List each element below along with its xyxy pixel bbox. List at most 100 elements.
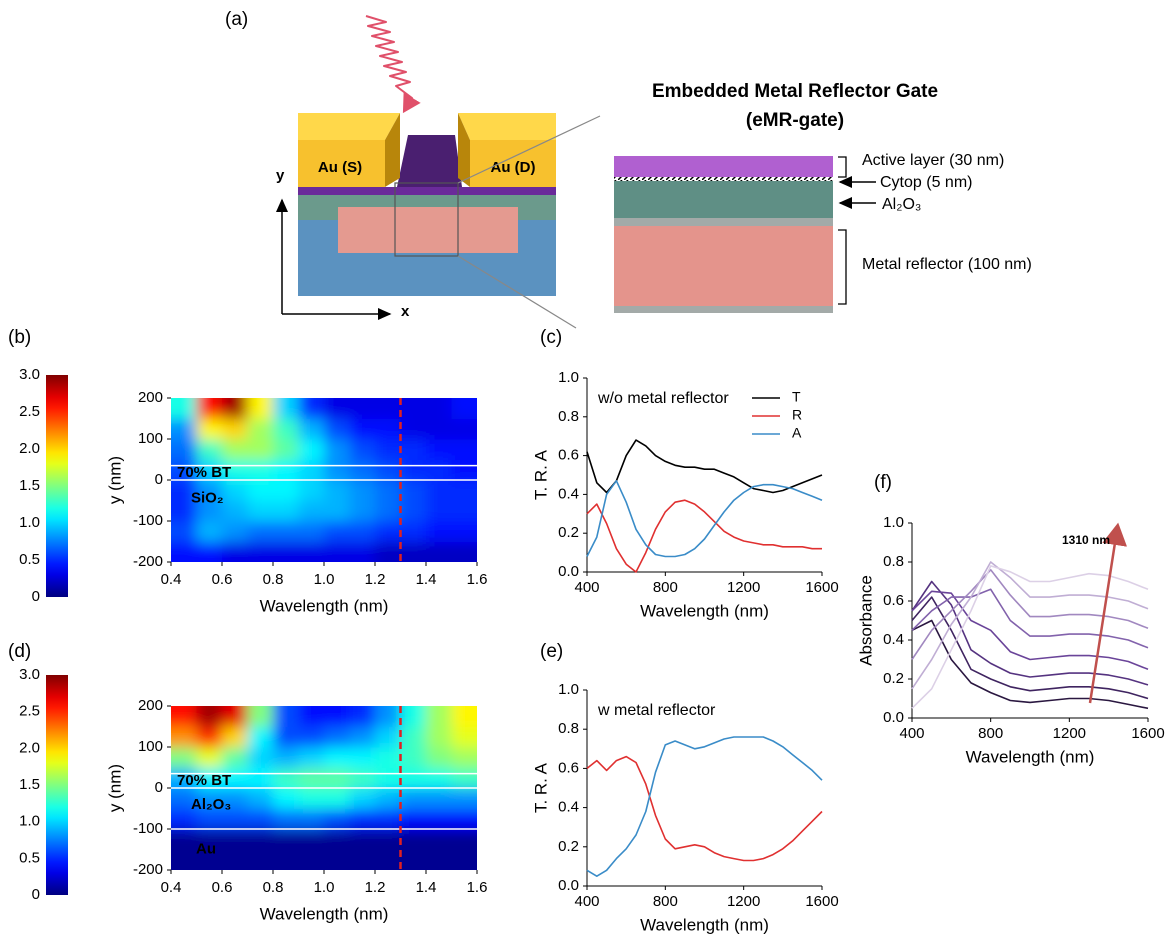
heat-cell bbox=[324, 459, 350, 481]
heat-cell bbox=[324, 541, 350, 562]
annotation: w/o metal reflector bbox=[597, 390, 729, 407]
series-line bbox=[911, 596, 1149, 700]
colorbar-tick-label: 1.5 bbox=[19, 477, 40, 494]
reflector bbox=[338, 207, 518, 253]
axis-line bbox=[586, 690, 822, 887]
heat-cell bbox=[171, 459, 197, 481]
heat-cell bbox=[349, 808, 376, 830]
heat-cell bbox=[196, 439, 223, 460]
source-top bbox=[298, 113, 400, 140]
x-tick-label: 1200 bbox=[727, 893, 760, 910]
x-tick-label: 800 bbox=[653, 579, 678, 596]
heatmap bbox=[171, 706, 477, 870]
heat-cell bbox=[196, 726, 223, 748]
heat-cell bbox=[273, 788, 299, 809]
heat-cell bbox=[196, 849, 223, 870]
annotation: SiO₂ bbox=[191, 489, 224, 506]
x-tick-label: 1600 bbox=[805, 579, 838, 596]
heat-cell bbox=[451, 439, 477, 460]
heat-cell bbox=[375, 706, 401, 727]
heat-cell bbox=[451, 398, 477, 419]
heat-cell bbox=[222, 726, 248, 748]
trend-arrow bbox=[1088, 522, 1128, 704]
y-axis-label: y (nm) bbox=[105, 456, 124, 504]
stack-reflector bbox=[614, 226, 833, 306]
x-axis-label: Wavelength (nm) bbox=[640, 915, 769, 934]
y-tick-label: 200 bbox=[138, 697, 163, 714]
panel-label: (d) bbox=[8, 641, 31, 662]
heat-cell bbox=[171, 808, 197, 830]
colorbar-tick-label: 2.5 bbox=[19, 403, 40, 420]
axis-line bbox=[911, 523, 1148, 719]
x-tick-label: 800 bbox=[978, 725, 1003, 742]
heat-cell bbox=[196, 500, 223, 522]
colorbar-tick-label: 0 bbox=[32, 886, 40, 903]
heat-cell bbox=[349, 480, 376, 501]
heat-cell bbox=[273, 808, 299, 830]
x-axis-label: Wavelength (nm) bbox=[640, 601, 769, 620]
series-line bbox=[586, 736, 823, 877]
heat-cell bbox=[400, 829, 427, 850]
x-tick-label: 1.4 bbox=[416, 571, 437, 588]
heat-cell bbox=[375, 439, 401, 460]
source-label: Au (S) bbox=[318, 159, 362, 176]
heat-cell bbox=[400, 541, 427, 562]
x-axis-label: Wavelength (nm) bbox=[966, 747, 1095, 766]
x-tick-label: 400 bbox=[899, 725, 924, 742]
legend-label: R bbox=[792, 407, 802, 423]
x-tick-label: 0.8 bbox=[263, 879, 284, 896]
series-line bbox=[586, 439, 823, 494]
heat-cell bbox=[451, 747, 477, 768]
heat-cell bbox=[222, 459, 248, 481]
series-line bbox=[911, 580, 1149, 686]
heat-cell bbox=[324, 439, 350, 460]
heat-cell bbox=[298, 398, 325, 419]
source-side bbox=[385, 113, 400, 187]
heat-cell bbox=[298, 459, 325, 481]
layer-label: Metal reflector (100 nm) bbox=[862, 256, 1032, 273]
x-tick-label: 400 bbox=[574, 893, 599, 910]
heat-cell bbox=[273, 829, 299, 850]
active-layer bbox=[298, 187, 556, 195]
heat-cell bbox=[247, 480, 274, 501]
stack-al2o3 bbox=[614, 181, 833, 218]
heat-cell bbox=[222, 808, 248, 830]
heat-cell bbox=[451, 500, 477, 522]
annotation: Au bbox=[196, 840, 216, 857]
heat-cell bbox=[196, 808, 223, 830]
heat-cell bbox=[222, 521, 248, 542]
heat-cell bbox=[451, 418, 477, 440]
heat-cell bbox=[426, 788, 452, 809]
arrow-label: 1310 nm bbox=[1062, 533, 1110, 547]
heat-cell bbox=[196, 398, 223, 419]
stack-base bbox=[614, 306, 833, 313]
heat-cell bbox=[324, 706, 350, 727]
heat-cell bbox=[273, 849, 299, 870]
heat-cell bbox=[426, 459, 452, 481]
heat-cell bbox=[324, 788, 350, 809]
heatmap-cells bbox=[171, 706, 477, 870]
heat-cell bbox=[349, 541, 376, 562]
series-line bbox=[911, 590, 1149, 671]
heat-cell bbox=[400, 767, 427, 789]
layer-label: Cytop (5 nm) bbox=[880, 174, 972, 191]
heat-cell bbox=[196, 418, 223, 440]
device-diagram: (a) Au (S) Au (D) y x Embedded Metal Ref… bbox=[225, 9, 1032, 329]
heat-cell bbox=[426, 849, 452, 870]
heat-cell bbox=[451, 849, 477, 870]
heat-cell bbox=[426, 747, 452, 768]
zoom-box bbox=[394, 182, 459, 257]
heat-cell bbox=[375, 541, 401, 562]
heat-cell bbox=[273, 439, 299, 460]
y-tick-label: 0 bbox=[155, 471, 163, 488]
heat-cell bbox=[222, 747, 248, 768]
heat-cell bbox=[426, 706, 452, 727]
panel-label: (c) bbox=[540, 327, 562, 348]
heat-cell bbox=[324, 398, 350, 419]
x-tick-label: 1.0 bbox=[314, 879, 335, 896]
heat-cell bbox=[247, 439, 274, 460]
y-tick-label: 100 bbox=[138, 430, 163, 447]
heat-cell bbox=[247, 829, 274, 850]
heat-cell bbox=[298, 829, 325, 850]
heat-cell bbox=[426, 398, 452, 419]
